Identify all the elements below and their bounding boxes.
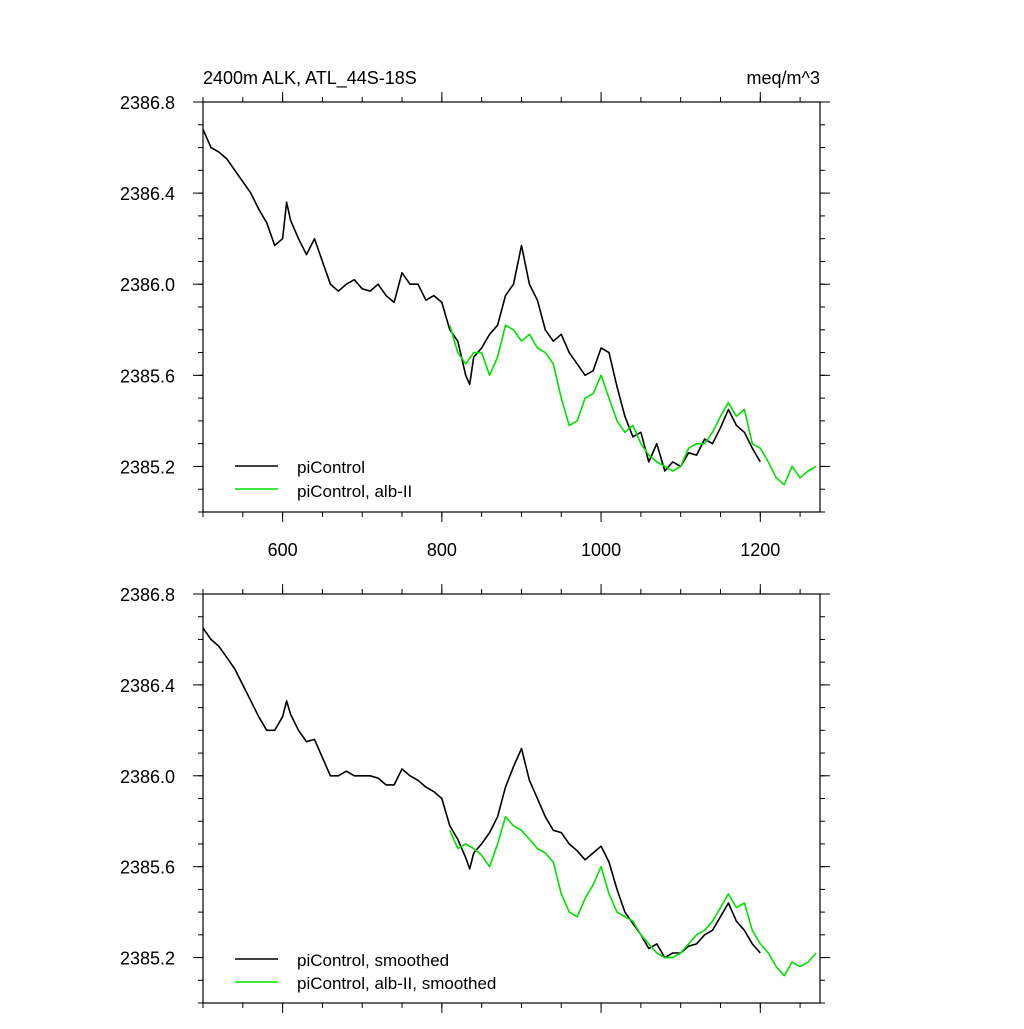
y-tick-label: 2386.8 <box>120 585 175 605</box>
y-tick-label: 2386.4 <box>120 184 175 204</box>
legend-label-piControl-smoothed: piControl, smoothed <box>297 951 449 970</box>
top-panel: 2400m ALK, ATL_44S-18S meq/m^3 piControl… <box>120 68 830 560</box>
y-tick-label: 2385.2 <box>120 457 175 477</box>
y-tick-label: 2386.8 <box>120 93 175 113</box>
x-tick-label: 1200 <box>740 540 780 560</box>
chart-units: meq/m^3 <box>747 68 820 88</box>
y-tick-label: 2385.2 <box>120 949 175 969</box>
y-tick-label: 2386.0 <box>120 275 175 295</box>
chart-title: 2400m ALK, ATL_44S-18S <box>203 68 417 89</box>
legend-label-piControl: piControl <box>297 458 365 477</box>
y-tick-label: 2385.6 <box>120 858 175 878</box>
plot-frame <box>202 101 821 513</box>
legend-label-alb-II: piControl, alb-II <box>297 482 412 501</box>
bottom-panel: piControl, smoothed piControl, alb-II, s… <box>120 584 830 1013</box>
series-line-0 <box>202 128 761 472</box>
x-tick-label: 1000 <box>581 540 621 560</box>
legend-label-alb-II-smoothed: piControl, alb-II, smoothed <box>297 974 496 993</box>
x-tick-label: 600 <box>268 540 298 560</box>
x-tick-label: 800 <box>427 540 457 560</box>
y-tick-label: 2386.0 <box>120 767 175 787</box>
series-line-1 <box>449 324 817 486</box>
series-line-1 <box>449 815 817 977</box>
y-tick-label: 2385.6 <box>120 366 175 386</box>
series-line-0 <box>202 627 761 959</box>
plot-frame <box>202 593 821 1004</box>
y-tick-label: 2386.4 <box>120 676 175 696</box>
